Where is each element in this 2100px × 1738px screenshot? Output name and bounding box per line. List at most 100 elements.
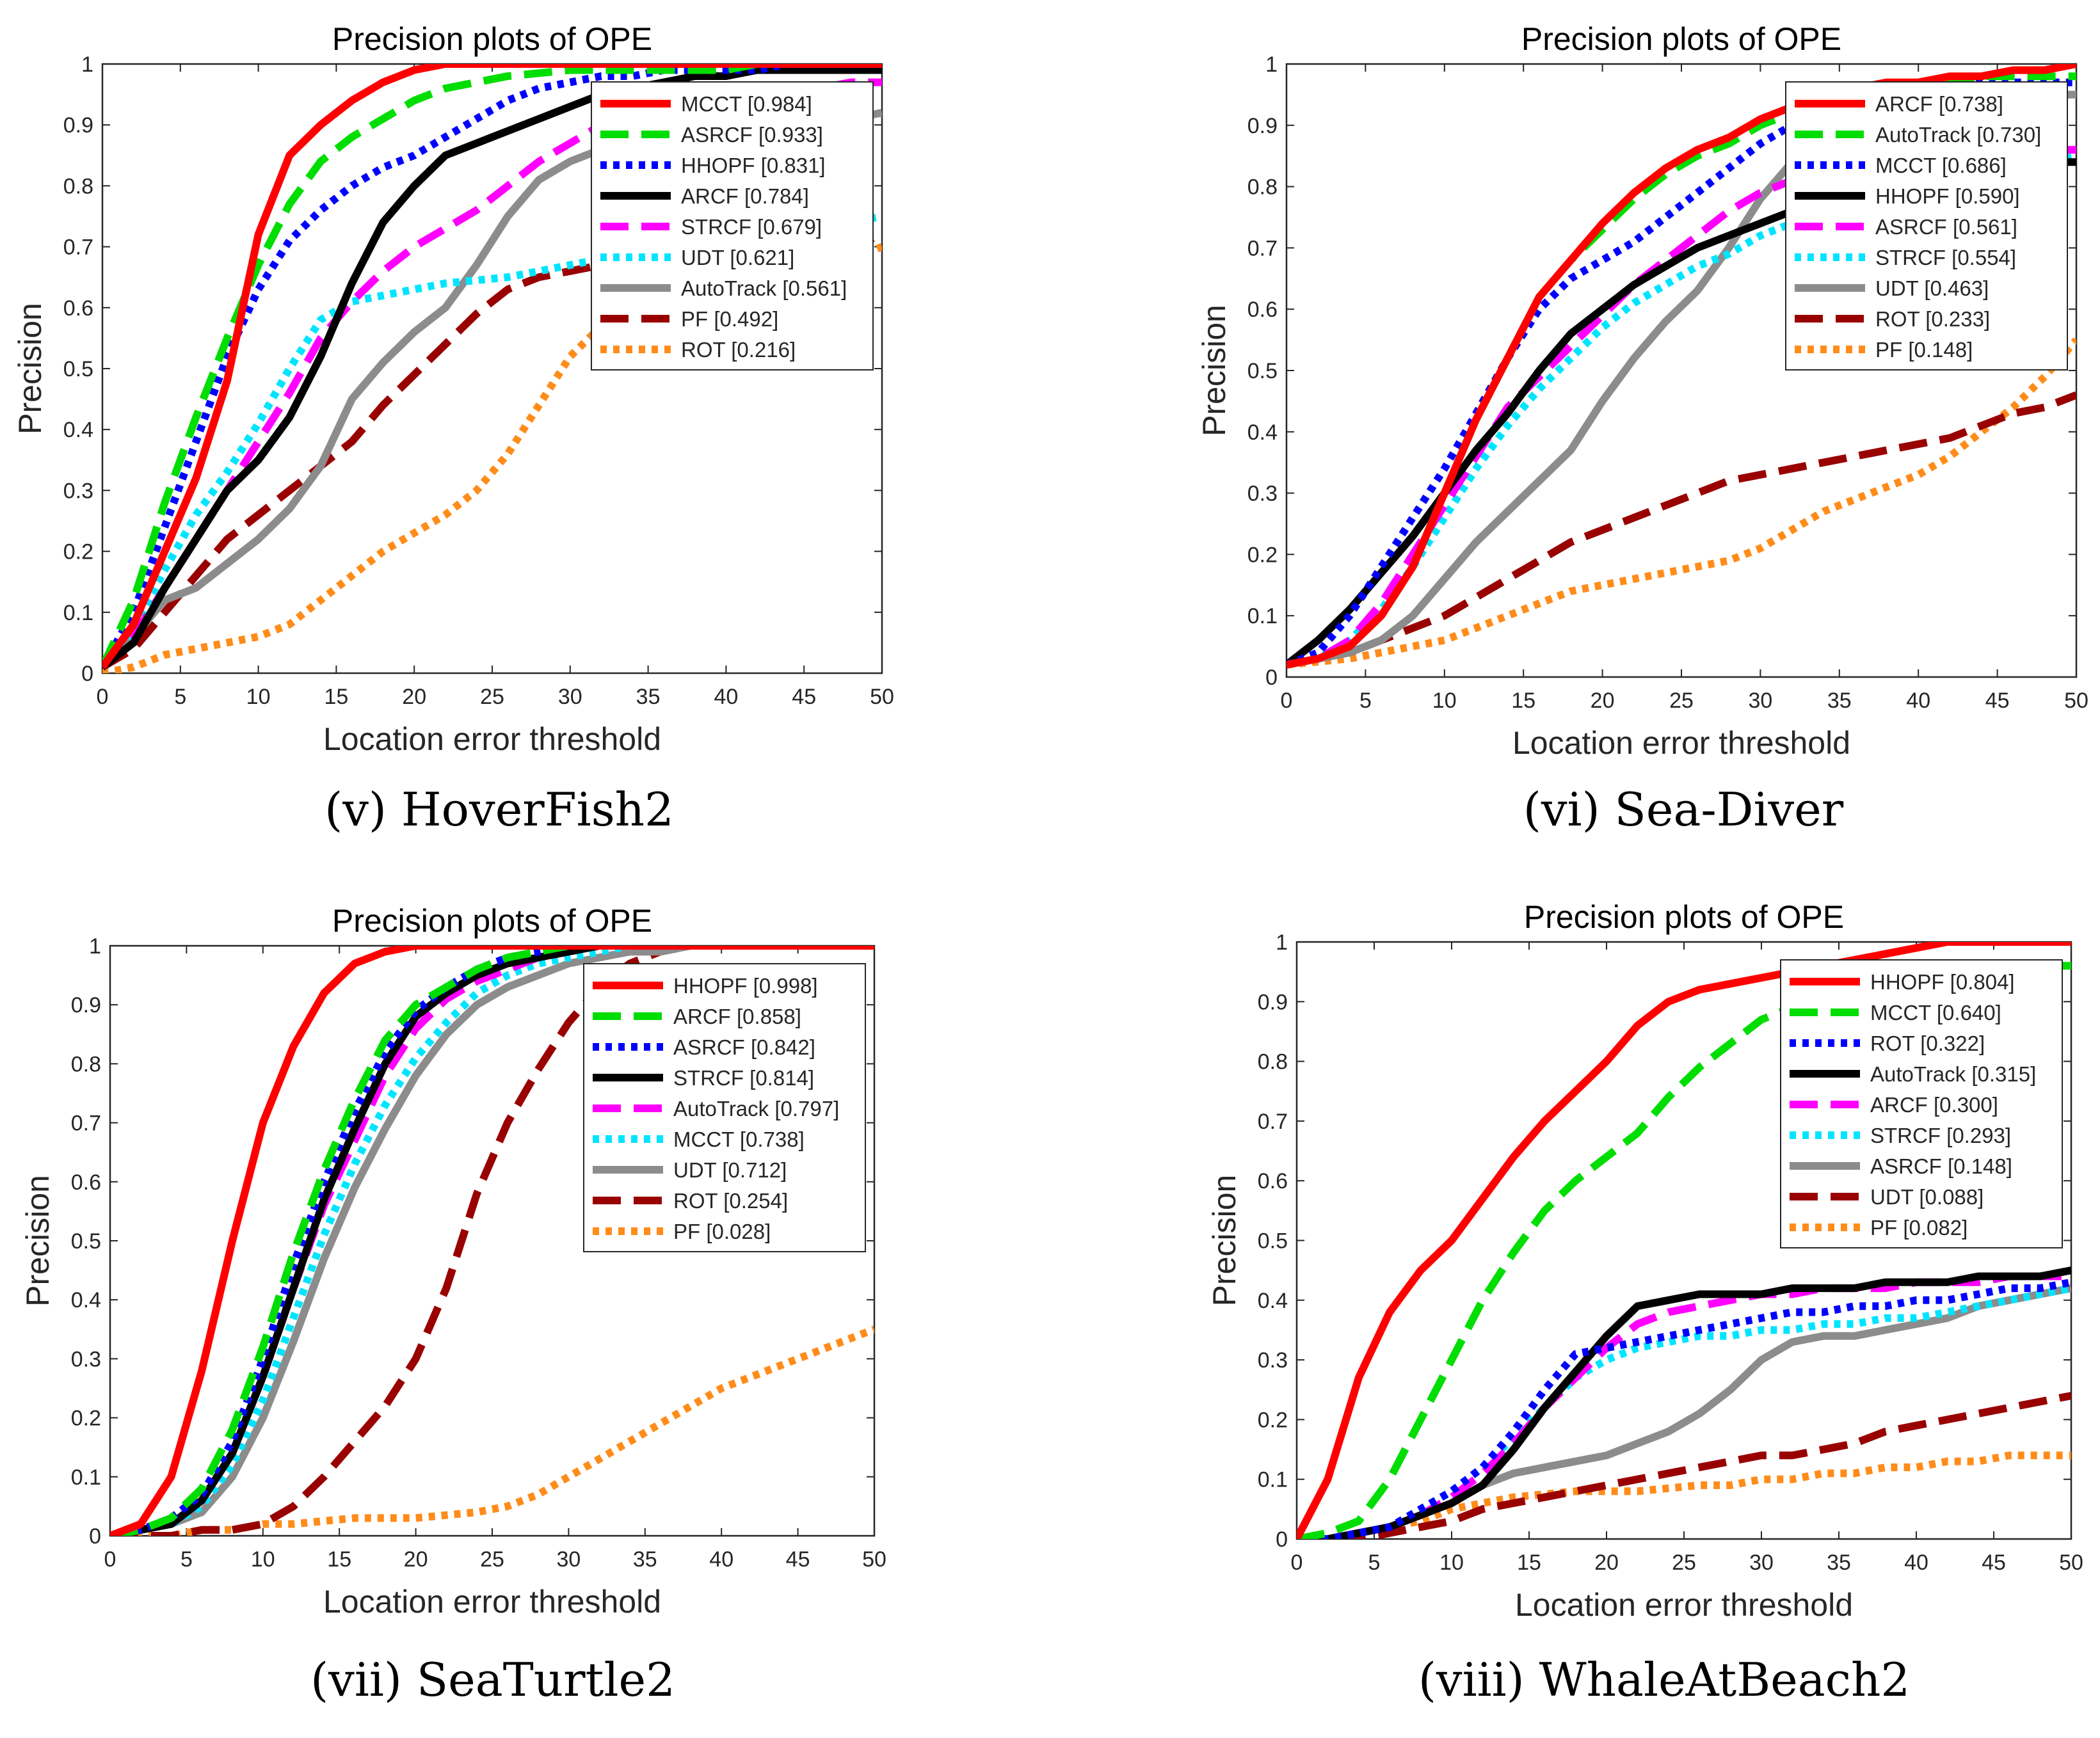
legend-entry: ARCF [0.300] <box>1870 1093 1998 1117</box>
panel-caption: (v) HoverFish2 <box>325 783 674 836</box>
chart-panel-2: 0 5 10 15 20 25 30 35 40 45 50 0 0.1 0.2 0.3 0.4 0.5 0.6 0… <box>1196 21 2088 836</box>
y-tick-label: 0.8 <box>1258 1050 1288 1074</box>
x-tick-label: 30 <box>558 685 582 709</box>
x-tick-label: 10 <box>1439 1551 1464 1575</box>
legend-entry: ARCF [0.738] <box>1875 92 2003 116</box>
legend: HHOPF [0.998] ARCF [0.858] ASRCF [0.842] ST… <box>583 963 866 1252</box>
x-tick-label: 5 <box>1359 689 1372 713</box>
legend-entry: ASRCF [0.842] <box>673 1035 815 1059</box>
y-tick-label: 1 <box>81 52 93 77</box>
x-tick-label: 45 <box>792 685 816 709</box>
legend-entry: AutoTrack [0.797] <box>673 1097 839 1120</box>
y-tick-label: 0.1 <box>71 1465 101 1490</box>
x-tick-label: 50 <box>2059 1551 2083 1575</box>
y-tick-label: 0.1 <box>1258 1468 1288 1492</box>
x-tick-label: 45 <box>1985 689 2010 713</box>
legend-entry: UDT [0.463] <box>1875 276 1989 300</box>
series-line-hhopf <box>110 946 874 1536</box>
x-tick-label: 5 <box>1368 1551 1381 1575</box>
y-tick-label: 0.6 <box>1258 1169 1288 1193</box>
chart-panel-1: 0 5 10 15 20 25 30 35 40 45 50 0 0.1 0.2 0.3 0.4 0.5 0.6 0… <box>12 21 894 836</box>
y-tick-label: 1 <box>1265 52 1278 77</box>
y-tick-label: 0.3 <box>71 1347 101 1371</box>
x-axis-label: Location error threshold <box>1515 1587 1853 1623</box>
legend-entry: ROT [0.233] <box>1875 307 1990 331</box>
series-line-strcf <box>1297 1284 2071 1539</box>
legend-entry: ASRCF [0.148] <box>1870 1154 2012 1178</box>
y-tick-label: 0.3 <box>1258 1348 1288 1373</box>
x-tick-label: 30 <box>1749 1551 1774 1575</box>
x-axis-label: Location error threshold <box>323 1584 661 1620</box>
x-tick-label: 25 <box>480 685 504 709</box>
x-tick-label: 35 <box>636 685 661 709</box>
y-tick-label: 0.9 <box>1258 990 1288 1014</box>
series-line-strcf <box>110 946 874 1536</box>
legend-box <box>583 963 866 1252</box>
y-tick-label: 0 <box>89 1524 101 1549</box>
y-axis-label: Precision <box>12 303 48 434</box>
series-line-arcf <box>110 946 874 1536</box>
y-tick-label: 0.4 <box>71 1288 101 1312</box>
y-tick-label: 0 <box>1265 666 1278 690</box>
y-tick-label: 1 <box>1276 930 1288 955</box>
y-tick-label: 0.4 <box>1247 420 1278 445</box>
x-tick-label: 15 <box>1517 1551 1541 1575</box>
series-line-mcct <box>102 64 882 670</box>
y-tick-label: 0.5 <box>1247 359 1278 383</box>
legend-entry: ARCF [0.784] <box>681 184 809 208</box>
series-line-rot <box>1297 1278 2071 1539</box>
legend: MCCT [0.984] ASRCF [0.933] HHOPF [0.831] AR… <box>591 81 874 371</box>
legend-entry: MCCT [0.640] <box>1870 1001 2001 1024</box>
series-line-hhopf <box>1297 942 2071 1539</box>
series-line-pf <box>110 1325 874 1536</box>
x-tick-label: 50 <box>2064 689 2088 713</box>
legend-entry: STRCF [0.554] <box>1875 246 2016 269</box>
x-tick-label: 15 <box>324 685 348 709</box>
legend-entry: PF [0.082] <box>1870 1216 1968 1240</box>
series-line-udt <box>102 212 882 670</box>
y-tick-label: 0.7 <box>63 235 93 260</box>
chart-title: Precision plots of OPE <box>1521 21 1841 57</box>
chart-title: Precision plots of OPE <box>332 21 652 57</box>
x-tick-label: 50 <box>870 685 894 709</box>
y-tick-label: 0.2 <box>63 540 93 564</box>
y-tick-label: 0.8 <box>1247 175 1278 200</box>
x-tick-label: 20 <box>402 685 426 709</box>
y-axis-label: Precision <box>20 1175 56 1307</box>
x-tick-label: 25 <box>1672 1551 1696 1575</box>
legend-box <box>591 81 874 371</box>
chart-panel-4: 0 5 10 15 20 25 30 35 40 45 50 0 0.1 0.2 0.3 0.4 0.5 0.6 0… <box>1206 899 2083 1707</box>
legend-entry: MCCT [0.738] <box>673 1128 805 1151</box>
x-axis-label: Location error threshold <box>1512 725 1850 761</box>
x-tick-label: 20 <box>1591 689 1615 713</box>
series-group <box>110 946 874 1536</box>
y-tick-label: 0.5 <box>71 1229 101 1254</box>
y-tick-label: 0.6 <box>71 1170 101 1195</box>
y-tick-label: 0.9 <box>71 993 101 1017</box>
series-line-rot <box>102 243 882 673</box>
legend: ARCF [0.738] AutoTrack [0.730] MCCT [0.686… <box>1785 81 2068 371</box>
chart-title: Precision plots of OPE <box>332 903 652 939</box>
y-tick-label: 0.2 <box>71 1407 101 1431</box>
x-tick-label: 0 <box>97 685 109 709</box>
legend-entry: STRCF [0.293] <box>1870 1124 2011 1147</box>
legend-entry: HHOPF [0.998] <box>673 974 818 998</box>
legend-entry: MCCT [0.984] <box>681 92 812 116</box>
legend-entry: AutoTrack [0.315] <box>1870 1062 2036 1086</box>
legend-entry: UDT [0.621] <box>681 246 794 269</box>
y-tick-label: 0.2 <box>1247 543 1278 567</box>
panel-caption: (vi) Sea-Diver <box>1523 783 1844 836</box>
y-tick-label: 0.2 <box>1258 1408 1288 1432</box>
y-tick-label: 0.5 <box>63 357 93 381</box>
legend-entry: MCCT [0.686] <box>1875 154 2007 177</box>
x-tick-label: 40 <box>714 685 738 709</box>
y-tick-label: 0.1 <box>63 601 93 625</box>
legend-entry: ROT [0.254] <box>673 1189 788 1213</box>
x-tick-label: 35 <box>1827 1551 1851 1575</box>
y-axis-label: Precision <box>1196 305 1232 436</box>
legend-entry: PF [0.492] <box>681 307 778 331</box>
legend-entry: HHOPF [0.804] <box>1870 970 2015 994</box>
panel-caption: (vii) SeaTurtle2 <box>310 1653 675 1707</box>
y-tick-label: 1 <box>89 934 101 959</box>
